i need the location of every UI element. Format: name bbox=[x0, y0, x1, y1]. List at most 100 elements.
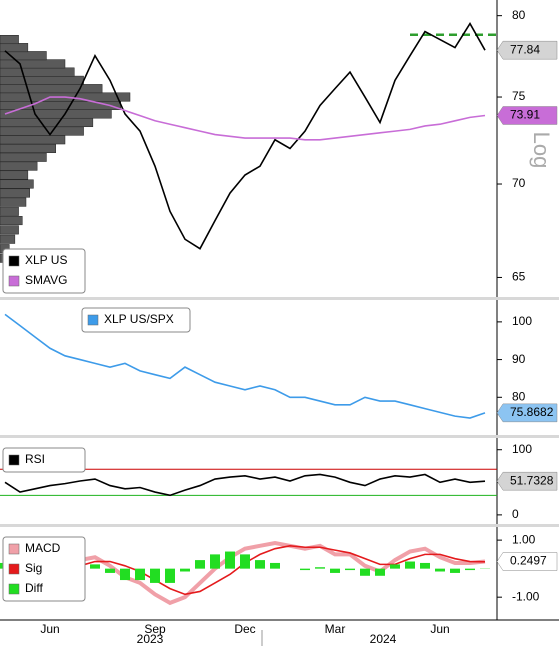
legend-box bbox=[2, 248, 86, 294]
last-value-label: 51.7328 bbox=[510, 473, 554, 487]
legend-swatch bbox=[8, 583, 20, 595]
x-tick-label: Dec bbox=[234, 622, 255, 636]
volume-profile-bar bbox=[0, 35, 19, 45]
diff-bar bbox=[240, 554, 250, 569]
diff-bar bbox=[255, 560, 265, 569]
legend-swatch bbox=[8, 543, 20, 555]
diff-bar bbox=[105, 568, 115, 573]
diff-bar bbox=[405, 561, 415, 569]
diff-bar bbox=[300, 568, 310, 571]
volume-profile-bar bbox=[0, 84, 103, 94]
y-tick-label: 100 bbox=[512, 442, 532, 456]
volume-profile-bar bbox=[0, 117, 94, 128]
legend-label: RSI bbox=[25, 452, 45, 466]
volume-profile-bar bbox=[0, 67, 75, 77]
y-tick-label: 0 bbox=[512, 507, 519, 521]
volume-profile-bar bbox=[0, 143, 56, 154]
y-tick-label: 80 bbox=[512, 389, 526, 403]
legend-label: XLP US bbox=[25, 253, 67, 267]
volume-profile-bar bbox=[0, 126, 84, 136]
legend-swatch bbox=[87, 314, 99, 326]
diff-bar bbox=[210, 554, 220, 569]
diff-bar bbox=[330, 568, 340, 573]
volume-profile-bar bbox=[0, 100, 121, 110]
last-value-label: 75.8682 bbox=[510, 405, 554, 419]
diff-bar bbox=[390, 564, 400, 569]
diff-bar bbox=[225, 551, 235, 569]
y-tick-label: 75 bbox=[512, 89, 526, 103]
series-line bbox=[4, 313, 486, 419]
volume-profile-bar bbox=[0, 75, 84, 85]
x-tick-label: Jun bbox=[40, 622, 59, 636]
x-tick-label: Sep bbox=[144, 622, 166, 636]
legend-label: MACD bbox=[25, 541, 61, 555]
last-value-box bbox=[496, 106, 558, 125]
last-value-label: 77.84 bbox=[510, 42, 540, 56]
legend-label: Sig bbox=[25, 561, 42, 575]
volume-profile-bar bbox=[0, 225, 19, 235]
last-value-label: 0.2497 bbox=[510, 554, 547, 568]
volume-profile-bar bbox=[0, 197, 27, 207]
panel-separator bbox=[0, 435, 559, 438]
diff-bar bbox=[270, 562, 280, 569]
last-value-box bbox=[496, 403, 558, 423]
diff-bar bbox=[165, 568, 175, 583]
legend-box bbox=[2, 536, 86, 602]
legend-swatch bbox=[8, 275, 20, 287]
y-axis-label: Log bbox=[529, 132, 554, 169]
x-tick-label: Jun bbox=[430, 622, 449, 636]
y-tick-label: 100 bbox=[512, 314, 532, 328]
legend-label: Diff bbox=[25, 581, 43, 595]
y-tick-label: 65 bbox=[512, 270, 526, 284]
diff-bar bbox=[345, 568, 355, 571]
volume-profile-bar bbox=[0, 43, 29, 53]
diff-bar bbox=[195, 560, 205, 569]
y-tick-label: 80 bbox=[512, 8, 526, 22]
y-tick-label: -1.00 bbox=[512, 589, 540, 603]
diff-bar bbox=[315, 567, 325, 569]
volume-profile-bar bbox=[0, 135, 66, 145]
diff-bar bbox=[435, 568, 445, 572]
legend-swatch bbox=[8, 454, 20, 466]
volume-profile-bar bbox=[0, 170, 29, 180]
y-tick-label: 90 bbox=[512, 352, 526, 366]
volume-profile-bar bbox=[0, 216, 23, 226]
y-tick-label: 70 bbox=[512, 176, 526, 190]
volume-profile-bar bbox=[0, 161, 38, 171]
volume-profile-bar bbox=[0, 179, 34, 189]
diff-bar bbox=[150, 568, 160, 583]
diff-bar bbox=[450, 568, 460, 573]
last-value-box bbox=[496, 40, 558, 60]
last-value-label: 73.91 bbox=[510, 108, 540, 122]
series-line bbox=[4, 96, 486, 141]
legend-label: SMAVG bbox=[25, 273, 67, 287]
volume-profile-bar bbox=[0, 188, 30, 198]
volume-profile-bar bbox=[0, 109, 112, 119]
diff-bar bbox=[180, 568, 190, 572]
diff-bar bbox=[360, 568, 370, 576]
diff-bar bbox=[90, 564, 100, 569]
diff-bar bbox=[465, 568, 475, 571]
legend-swatch bbox=[8, 563, 20, 575]
legend-swatch bbox=[8, 255, 20, 267]
series-line bbox=[4, 22, 486, 250]
volume-profile-bar bbox=[0, 234, 16, 244]
x-tick-label: Mar bbox=[325, 622, 346, 636]
volume-profile-bar bbox=[0, 152, 47, 162]
legend-box bbox=[81, 307, 191, 333]
x-group-label: 2024 bbox=[370, 632, 397, 646]
y-tick-label: 1.00 bbox=[512, 532, 536, 546]
panel-separator bbox=[0, 524, 559, 527]
last-value-box bbox=[496, 552, 558, 571]
last-value-box bbox=[496, 471, 558, 491]
legend-box bbox=[2, 447, 86, 473]
diff-bar bbox=[120, 568, 130, 581]
x-group-label: 2023 bbox=[137, 632, 164, 646]
volume-profile-bar bbox=[0, 59, 66, 69]
diff-bar bbox=[420, 562, 430, 569]
volume-profile-bar bbox=[0, 206, 19, 216]
diff-bar bbox=[135, 568, 145, 581]
diff-bar bbox=[375, 568, 385, 576]
legend-label: XLP US/SPX bbox=[104, 312, 174, 326]
